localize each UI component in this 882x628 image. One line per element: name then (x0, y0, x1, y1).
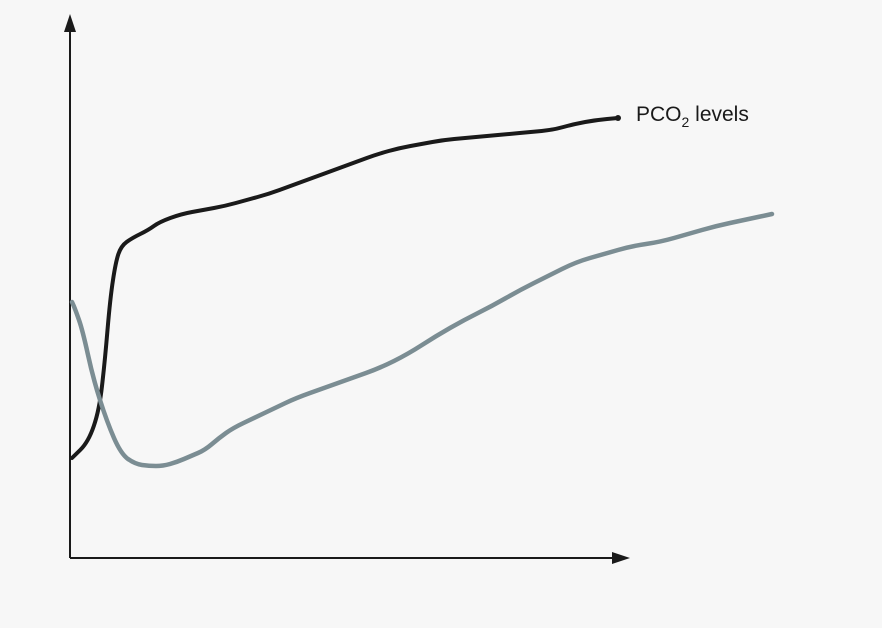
pco2-label-main: PCO (636, 103, 682, 126)
pco2-label-rest: levels (689, 103, 749, 126)
pco2-series-line (70, 116, 620, 460)
y-axis-arrow (64, 14, 76, 32)
x-axis-arrow (612, 552, 630, 564)
pco2-label-subscript: 2 (682, 114, 690, 130)
second-series-line (69, 211, 775, 469)
series-layer (69, 115, 775, 469)
x-axis (70, 552, 630, 564)
y-axis (64, 14, 76, 558)
pco2-series-label: PCO2 levels (636, 103, 749, 130)
pco2-series-end-marker (615, 115, 621, 121)
